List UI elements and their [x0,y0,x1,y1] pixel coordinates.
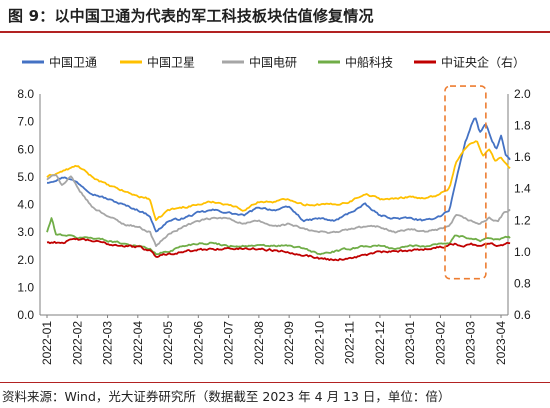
right-tick-label: 1.6 [514,150,531,164]
x-tick-label: 2022-11 [343,321,357,364]
x-tick-label: 2022-07 [222,321,236,365]
x-tick-label: 2022-03 [101,321,115,365]
series-line-1 [46,117,511,233]
x-tick-label: 2022-08 [252,321,266,365]
x-tick-label: 2023-04 [494,321,508,365]
source-note: 资料来源：Wind，光大证券研究所（数据截至 2023 年 4 月 13 日，单… [2,389,451,404]
x-tick-label: 2022-02 [70,321,84,365]
left-tick-label: 4.0 [17,198,34,212]
right-tick-label: 1.8 [514,119,531,133]
x-tick-label: 2022-10 [312,321,326,365]
left-tick-label: 5.0 [17,170,34,184]
series-line-2 [46,140,511,222]
right-tick-label: 1.0 [514,245,531,259]
right-tick-label: 1.4 [514,182,531,196]
x-tick-label: 2022-12 [373,321,387,365]
x-tick-label: 2023-03 [464,321,478,365]
left-tick-label: 2.0 [17,253,34,267]
left-tick-label: 1.0 [17,280,34,294]
left-tick-label: 0.0 [17,308,34,322]
x-tick-label: 2022-05 [161,321,175,365]
x-tick-label: 2022-09 [282,321,296,365]
left-tick-label: 6.0 [17,142,34,156]
series-line-3 [46,174,511,248]
right-tick-label: 2.0 [514,87,531,101]
left-tick-label: 8.0 [17,87,34,101]
highlight-box [444,85,487,280]
x-tick-label: 2022-01 [40,321,54,365]
series-line-5 [46,237,511,262]
chart-axes: 0.0 1.0 2.0 3.0 4.0 5.0 6.0 7.0 8.0 0.6 0.8 1.0 1.2 1… [17,87,531,365]
figure-title: 图 9：以中国卫通为代表的军工科技板块估值修复情况 [8,7,374,25]
legend-label-4: 中船科技 [345,55,393,70]
right-tick-label: 0.6 [514,308,531,322]
source-rule [0,382,550,383]
x-tick-label: 2023-02 [433,321,447,365]
chart-annotations [444,85,487,280]
title-rule [0,31,550,33]
left-tick-label: 7.0 [17,115,34,129]
x-tick-label: 2022-04 [131,321,145,365]
legend-label-5: 中证央企（右） [441,55,525,70]
series-line-4 [46,217,511,256]
x-tick-label: 2023-01 [403,321,417,365]
legend-label-2: 中国卫星 [147,55,195,70]
right-tick-label: 0.8 [514,276,531,290]
right-tick-label: 1.2 [514,213,531,227]
chart-series [46,117,511,262]
x-tick-label: 2022-06 [191,321,205,365]
left-tick-label: 3.0 [17,225,34,239]
legend-label-1: 中国卫通 [49,55,97,70]
chart-legend: 中国卫通 中国卫星 中国电研 中船科技 中证央企（右） [22,55,525,70]
legend-label-3: 中国电研 [249,55,297,70]
line-chart: 中国卫通 中国卫星 中国电研 中船科技 中证央企（右） 0.0 1.0 2.0 3.0 4.0 5… [17,55,531,366]
